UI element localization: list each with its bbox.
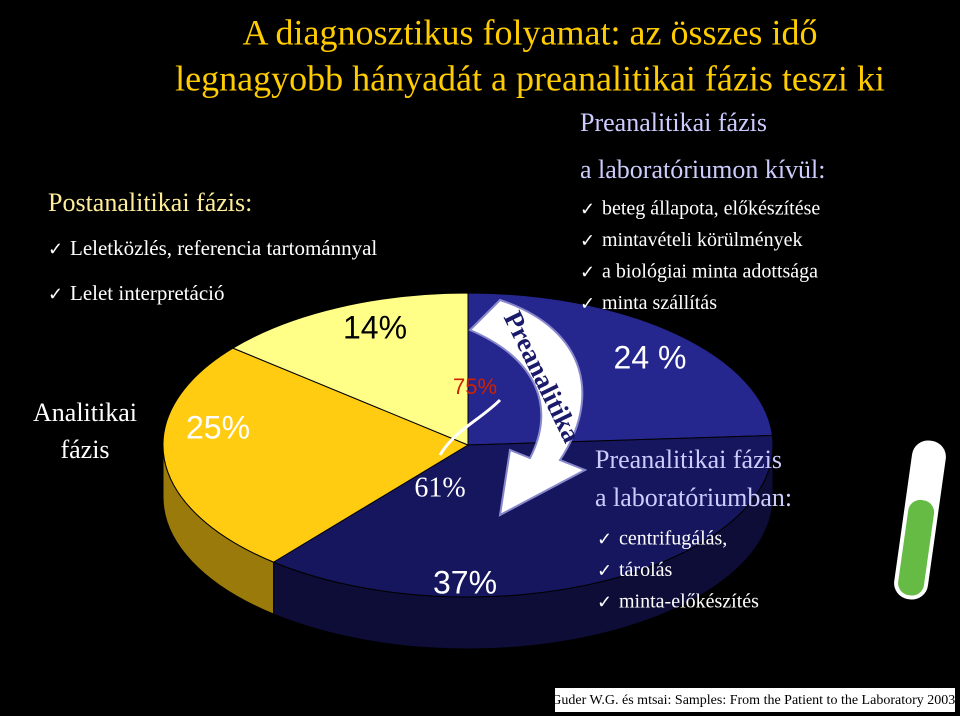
bullet: Lelet interpretáció bbox=[70, 281, 225, 305]
title: legnagyobb hányadát a preanalitikai fázi… bbox=[175, 58, 885, 98]
check-mark: ✓ bbox=[597, 560, 612, 580]
pie bbox=[162, 292, 774, 650]
title: A diagnosztikus folyamat: az összes idő bbox=[243, 12, 818, 52]
category-label: Preanalitikai fázis a laboratóriumon kívü… bbox=[580, 108, 826, 184]
annotation: 61% bbox=[414, 472, 465, 503]
check-mark: ✓ bbox=[580, 262, 595, 282]
check-mark: ✓ bbox=[48, 284, 63, 304]
pie-slice bbox=[162, 347, 470, 563]
category-label: Preanalitikai fázis a laboratóriumban: bbox=[595, 445, 792, 512]
value-label: 14% bbox=[343, 309, 407, 345]
category-label: Postanalitikai fázis: bbox=[48, 188, 252, 217]
value-label: 25% bbox=[186, 409, 250, 445]
bullet: Leletközlés, referencia tartománnyal bbox=[70, 236, 377, 260]
check-mark: ✓ bbox=[597, 592, 612, 612]
value-label: 24 % bbox=[614, 339, 687, 375]
source-box bbox=[555, 688, 955, 712]
arrow bbox=[468, 298, 588, 517]
bullet: a biológiai minta adottsága bbox=[602, 261, 818, 283]
bullet: beteg állapota, előkészítése bbox=[602, 198, 820, 220]
source: Guder W.G. és mtsai: Samples: From the P… bbox=[551, 693, 959, 708]
check-mark: ✓ bbox=[580, 230, 595, 250]
bullet: mintavételi körülmények bbox=[602, 229, 803, 251]
annotation: 75% bbox=[453, 374, 497, 399]
bullet: minta szállítás bbox=[602, 292, 717, 314]
test-tube bbox=[894, 440, 946, 600]
pie-slice bbox=[231, 292, 469, 446]
bullet: minta-előkészítés bbox=[619, 591, 759, 613]
check-mark: ✓ bbox=[580, 199, 595, 219]
bullet: tárolás bbox=[619, 559, 673, 581]
category-label: Analitikai fázis bbox=[33, 398, 137, 464]
value-label: 37% bbox=[433, 564, 497, 600]
check-mark: ✓ bbox=[580, 293, 595, 313]
pie-slice bbox=[272, 434, 774, 598]
bullet: centrifugálás, bbox=[619, 528, 727, 550]
check-mark: ✓ bbox=[48, 239, 63, 259]
arrow-small bbox=[438, 398, 502, 456]
check-mark: ✓ bbox=[597, 529, 612, 549]
